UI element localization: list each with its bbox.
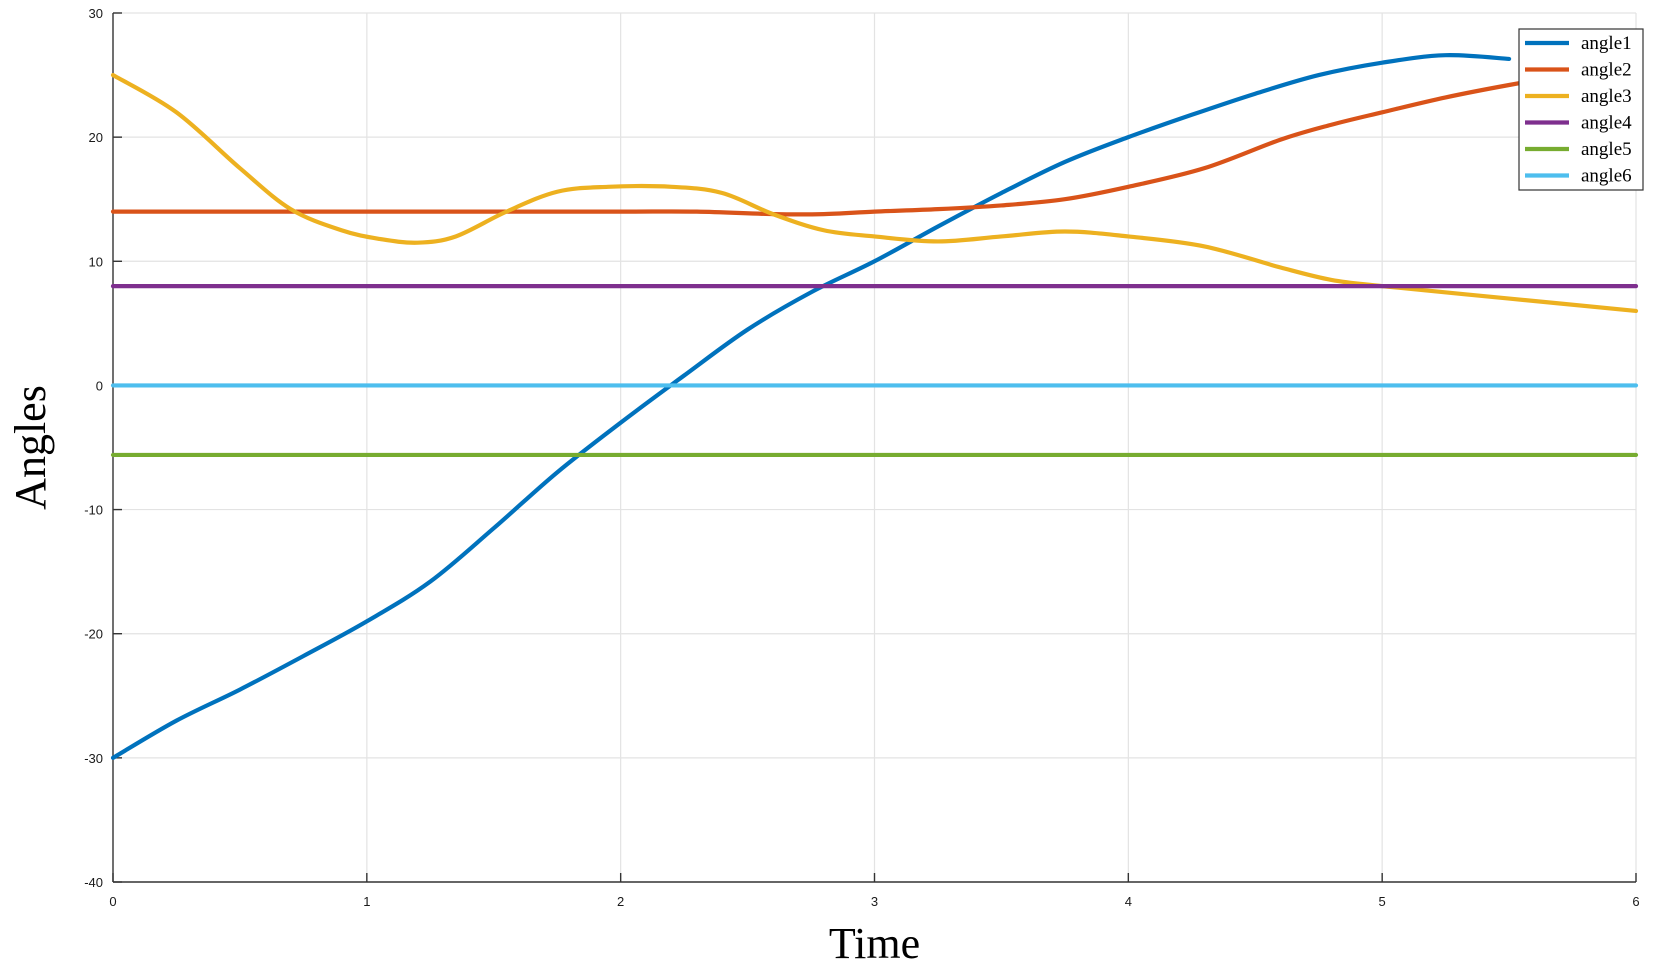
legend-label-angle4: angle4 bbox=[1581, 113, 1632, 134]
y-tick-label: -40 bbox=[84, 875, 103, 890]
x-tick-label: 5 bbox=[1379, 894, 1386, 909]
y-tick-label: 20 bbox=[89, 130, 103, 145]
series-line-angle3 bbox=[110, 72, 1639, 314]
x-tick-label: 6 bbox=[1632, 894, 1639, 909]
x-tick-label: 4 bbox=[1125, 894, 1132, 909]
x-tick-label: 1 bbox=[363, 894, 370, 909]
series-line-angle2 bbox=[110, 60, 1639, 217]
x-axis-title: Time bbox=[829, 919, 920, 968]
y-tick-label: 10 bbox=[89, 254, 103, 269]
legend-box bbox=[1518, 28, 1644, 191]
legend-label-angle5: angle5 bbox=[1581, 139, 1632, 160]
legend-label-angle1: angle1 bbox=[1581, 33, 1632, 54]
x-tick-label: 2 bbox=[617, 894, 624, 909]
series-lines bbox=[110, 53, 1639, 760]
legend-label-angle6: angle6 bbox=[1581, 166, 1632, 187]
series-line-angle1 bbox=[110, 53, 1512, 760]
x-tick-label: 3 bbox=[871, 894, 878, 909]
y-tick-label: -10 bbox=[84, 503, 103, 518]
axes bbox=[112, 12, 1637, 883]
legend: angle1 angle2 angle3 angle4 angle5 angle6 bbox=[1518, 28, 1644, 191]
legend-label-angle3: angle3 bbox=[1581, 86, 1632, 107]
y-tick-label: 30 bbox=[89, 6, 103, 21]
grid bbox=[113, 12, 1637, 882]
y-tick-label: -30 bbox=[84, 751, 103, 766]
tick-labels: 0 1 2 3 4 5 6 -40 -30 -20 -10 0 10 20 30 bbox=[84, 6, 1639, 909]
y-tick-label: -20 bbox=[84, 627, 103, 642]
y-axis-title: Angles bbox=[6, 385, 55, 510]
legend-label-angle2: angle2 bbox=[1581, 60, 1632, 81]
y-tick-label: 0 bbox=[96, 378, 103, 393]
x-tick-label: 0 bbox=[109, 894, 116, 909]
